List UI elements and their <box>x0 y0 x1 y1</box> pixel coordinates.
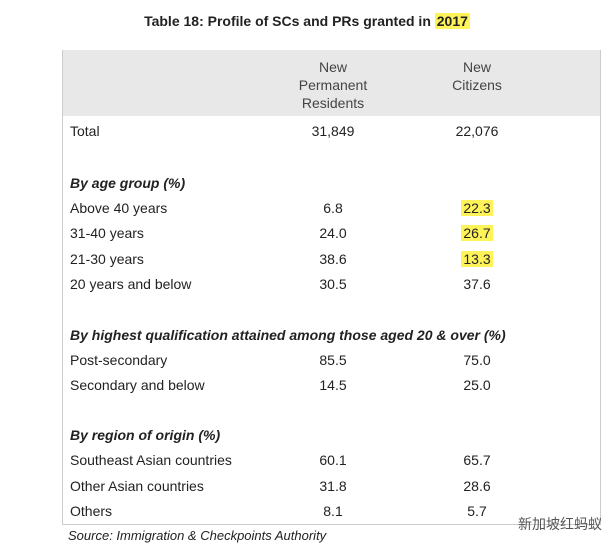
cell: 28.6 <box>463 477 491 494</box>
source: Source: Immigration & Checkpoints Author… <box>68 528 327 543</box>
cell: 38.6 <box>319 250 347 267</box>
highlighted-value: 26.7 <box>461 225 493 242</box>
cell: 31,849 <box>311 123 355 139</box>
cell: 65.7 <box>463 452 491 469</box>
row-label: Total <box>70 123 100 139</box>
cell: 14.5 <box>319 377 347 393</box>
section-heading: By age group (%) <box>70 175 186 191</box>
section-heading: By region of origin (%) <box>70 427 221 444</box>
cell: 37.6 <box>463 276 491 293</box>
header-background <box>62 50 600 116</box>
column-header: New Permanent Residents <box>298 59 368 111</box>
cell: 6.8 <box>323 200 343 216</box>
cell: 85.5 <box>319 351 347 368</box>
cell: 8.1 <box>323 503 343 520</box>
cell: 30.5 <box>319 276 347 293</box>
row-label: Other Asian countries <box>70 477 204 494</box>
title-text: Table 18: Profile of SCs and PRs granted… <box>144 13 431 29</box>
watermark: 新加坡红蚂蚁 <box>518 516 602 532</box>
title-year: 2017 <box>434 13 470 29</box>
row-label: Secondary and below <box>70 377 205 393</box>
cell: 22,076 <box>455 123 499 139</box>
highlighted-value: 13.3 <box>461 250 493 267</box>
row-label: 20 years and below <box>70 276 192 293</box>
row-label: 21-30 years <box>70 250 144 267</box>
row-label: Others <box>70 503 113 520</box>
row-label: Above 40 years <box>70 200 168 216</box>
row-label: 31-40 years <box>70 225 144 242</box>
row-label: Southeast Asian countries <box>70 452 232 469</box>
title: Table 18: Profile of SCs and PRs granted… <box>0 12 614 30</box>
cell: 13.3 <box>437 250 517 268</box>
column-header: New Citizens <box>452 59 502 93</box>
cell: 5.7 <box>467 503 487 520</box>
cell: 31.8 <box>319 477 347 494</box>
highlighted-value: 22.3 <box>461 200 493 216</box>
table-frame <box>62 50 601 525</box>
cell: 22.3 <box>437 199 517 217</box>
cell: 25.0 <box>463 377 491 393</box>
cell: 24.0 <box>319 225 347 242</box>
cell: 75.0 <box>463 351 491 368</box>
row-label: Post-secondary <box>70 351 168 368</box>
cell: 60.1 <box>319 452 347 469</box>
section-heading: By highest qualification attained among … <box>70 326 506 343</box>
cell: 26.7 <box>437 224 517 242</box>
